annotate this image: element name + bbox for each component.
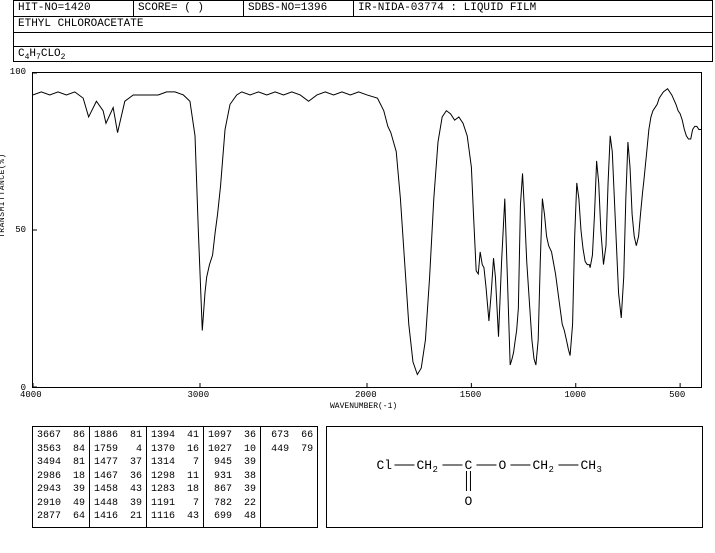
y-tick: 50 — [6, 225, 26, 235]
x-tick: 2000 — [355, 390, 377, 400]
x-tick: 3000 — [188, 390, 210, 400]
formula: C4H7CLO2 — [13, 46, 713, 62]
x-tick: 500 — [669, 390, 685, 400]
spectrum-line — [33, 89, 701, 375]
peak-table: 3667 86 3563 84 3494 81 2986 18 2943 39 … — [32, 426, 318, 528]
svg-text:3: 3 — [597, 465, 602, 475]
peak-column: 1097 36 1027 10 945 39 931 38 867 39 782… — [204, 427, 261, 527]
score: SCORE= ( ) — [134, 1, 244, 16]
ir-spectrum-chart: TRANSMITTANCE(%) 050100 4000300020001500… — [0, 68, 715, 420]
blank-row — [13, 32, 713, 46]
x-tick: 4000 — [20, 390, 42, 400]
x-tick: 1500 — [460, 390, 482, 400]
svg-text:CH: CH — [581, 458, 597, 473]
compound-name: ETHYL CHLOROACETATE — [13, 16, 713, 32]
x-tick: 1000 — [564, 390, 586, 400]
x-axis-label: WAVENUMBER(-1) — [330, 402, 397, 411]
svg-text:2: 2 — [549, 465, 554, 475]
sdbs-no: SDBS-NO=1396 — [244, 1, 354, 16]
peak-column: 673 66 449 79 — [261, 427, 317, 527]
svg-text:O: O — [499, 458, 507, 473]
svg-text:Cl: Cl — [377, 458, 393, 473]
structure-diagram: ClCH2COOCH2CH3 — [326, 426, 703, 528]
peak-column: 1886 81 1759 4 1477 37 1467 36 1458 43 1… — [90, 427, 147, 527]
svg-text:CH: CH — [533, 458, 549, 473]
bottom-row: 3667 86 3563 84 3494 81 2986 18 2943 39 … — [32, 426, 703, 528]
header-bar: HIT-NO=1420 SCORE= ( ) SDBS-NO=1396 IR-N… — [13, 0, 713, 16]
svg-text:O: O — [465, 494, 473, 509]
svg-text:CH: CH — [417, 458, 433, 473]
peak-column: 1394 41 1370 16 1314 7 1298 11 1283 18 1… — [147, 427, 204, 527]
plot-area — [32, 72, 702, 388]
svg-text:2: 2 — [433, 465, 438, 475]
peak-column: 3667 86 3563 84 3494 81 2986 18 2943 39 … — [33, 427, 90, 527]
ir-info: IR-NIDA-03774 : LIQUID FILM — [354, 1, 712, 16]
svg-text:C: C — [465, 458, 473, 473]
y-tick: 100 — [6, 67, 26, 77]
hit-no: HIT-NO=1420 — [14, 1, 134, 16]
